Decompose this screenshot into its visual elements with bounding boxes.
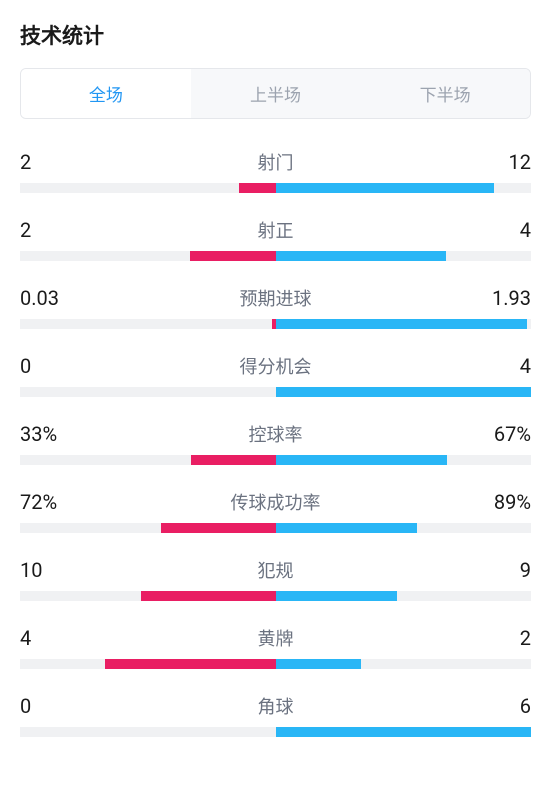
- stat-bar-left-track: [20, 183, 276, 193]
- stat-header: 4黄牌2: [20, 625, 531, 651]
- stat-bar-right-fill: [276, 591, 397, 601]
- stat-bar: [20, 387, 531, 397]
- stat-right-value: 2: [471, 626, 531, 650]
- stat-right-value: 89%: [471, 490, 531, 514]
- stat-row: 2射正4: [20, 217, 531, 261]
- stat-bar: [20, 727, 531, 737]
- stat-bar-right-track: [276, 455, 532, 465]
- stat-label: 犯规: [80, 557, 471, 583]
- stat-bar-right-fill: [276, 319, 528, 329]
- stat-bar-left-fill: [190, 251, 275, 261]
- stat-bar-left-track: [20, 387, 276, 397]
- stat-bar-left-track: [20, 659, 276, 669]
- stat-right-value: 12: [471, 150, 531, 174]
- stat-bar-left-track: [20, 319, 276, 329]
- stat-header: 2射门12: [20, 149, 531, 175]
- stat-bar-left-fill: [141, 591, 275, 601]
- stat-header: 2射正4: [20, 217, 531, 243]
- stat-label: 得分机会: [80, 353, 471, 379]
- stat-bar-right-fill: [276, 659, 361, 669]
- stat-bar-left-fill: [239, 183, 276, 193]
- stat-bar-right-fill: [276, 251, 446, 261]
- stat-bar-right-track: [276, 659, 532, 669]
- stat-bar-left-track: [20, 523, 276, 533]
- stat-bar-right-track: [276, 251, 532, 261]
- stat-right-value: 4: [471, 354, 531, 378]
- stat-bar-left-track: [20, 591, 276, 601]
- stat-right-value: 6: [471, 694, 531, 718]
- stat-bar-right-track: [276, 523, 532, 533]
- stat-row: 0.03预期进球1.93: [20, 285, 531, 329]
- stat-bar-right-track: [276, 727, 532, 737]
- stat-right-value: 4: [471, 218, 531, 242]
- stat-left-value: 0.03: [20, 286, 80, 310]
- stat-row: 10犯规9: [20, 557, 531, 601]
- stat-bar: [20, 523, 531, 533]
- stat-left-value: 72%: [20, 490, 80, 514]
- stat-bar: [20, 319, 531, 329]
- stat-header: 10犯规9: [20, 557, 531, 583]
- stat-left-value: 2: [20, 218, 80, 242]
- stat-right-value: 9: [471, 558, 531, 582]
- tab-second-half[interactable]: 下半场: [360, 69, 530, 118]
- stat-bar-right-fill: [276, 455, 447, 465]
- stat-right-value: 1.93: [471, 286, 531, 310]
- stat-left-value: 2: [20, 150, 80, 174]
- stat-bar-right-fill: [276, 523, 417, 533]
- stat-row: 0角球6: [20, 693, 531, 737]
- stat-bar-left-track: [20, 727, 276, 737]
- stat-bar-left-track: [20, 455, 276, 465]
- tab-full[interactable]: 全场: [21, 69, 191, 118]
- stat-label: 射正: [80, 217, 471, 243]
- stat-bar-left-fill: [191, 455, 275, 465]
- stat-bar-right-track: [276, 387, 532, 397]
- stat-label: 黄牌: [80, 625, 471, 651]
- stat-bar: [20, 455, 531, 465]
- stat-header: 0.03预期进球1.93: [20, 285, 531, 311]
- stat-left-value: 4: [20, 626, 80, 650]
- stat-bar-right-fill: [276, 387, 532, 397]
- stat-bar: [20, 659, 531, 669]
- stat-left-value: 0: [20, 354, 80, 378]
- stat-bar-right-track: [276, 319, 532, 329]
- stat-row: 2射门12: [20, 149, 531, 193]
- stat-bar: [20, 251, 531, 261]
- stat-label: 预期进球: [80, 285, 471, 311]
- stat-left-value: 0: [20, 694, 80, 718]
- stat-label: 角球: [80, 693, 471, 719]
- stat-bar-left-fill: [105, 659, 275, 669]
- stat-bar-left-fill: [161, 523, 275, 533]
- stat-label: 射门: [80, 149, 471, 175]
- stat-header: 0角球6: [20, 693, 531, 719]
- stat-bar-right-fill: [276, 183, 495, 193]
- stat-bar: [20, 591, 531, 601]
- stat-label: 传球成功率: [80, 489, 471, 515]
- stat-left-value: 10: [20, 558, 80, 582]
- tab-first-half[interactable]: 上半场: [191, 69, 361, 118]
- stat-bar-right-fill: [276, 727, 532, 737]
- stat-row: 4黄牌2: [20, 625, 531, 669]
- stat-right-value: 67%: [471, 422, 531, 446]
- stat-bar-left-track: [20, 251, 276, 261]
- stat-bar-right-track: [276, 183, 532, 193]
- stat-header: 0得分机会4: [20, 353, 531, 379]
- stat-bar: [20, 183, 531, 193]
- stat-bar-right-track: [276, 591, 532, 601]
- stat-row: 33%控球率67%: [20, 421, 531, 465]
- page-title: 技术统计: [20, 20, 531, 50]
- stat-row: 72%传球成功率89%: [20, 489, 531, 533]
- tabs-container: 全场 上半场 下半场: [20, 68, 531, 119]
- stat-header: 33%控球率67%: [20, 421, 531, 447]
- stat-row: 0得分机会4: [20, 353, 531, 397]
- stat-label: 控球率: [80, 421, 471, 447]
- stats-container: 2射门122射正40.03预期进球1.930得分机会433%控球率67%72%传…: [20, 149, 531, 737]
- stat-left-value: 33%: [20, 422, 80, 446]
- stat-header: 72%传球成功率89%: [20, 489, 531, 515]
